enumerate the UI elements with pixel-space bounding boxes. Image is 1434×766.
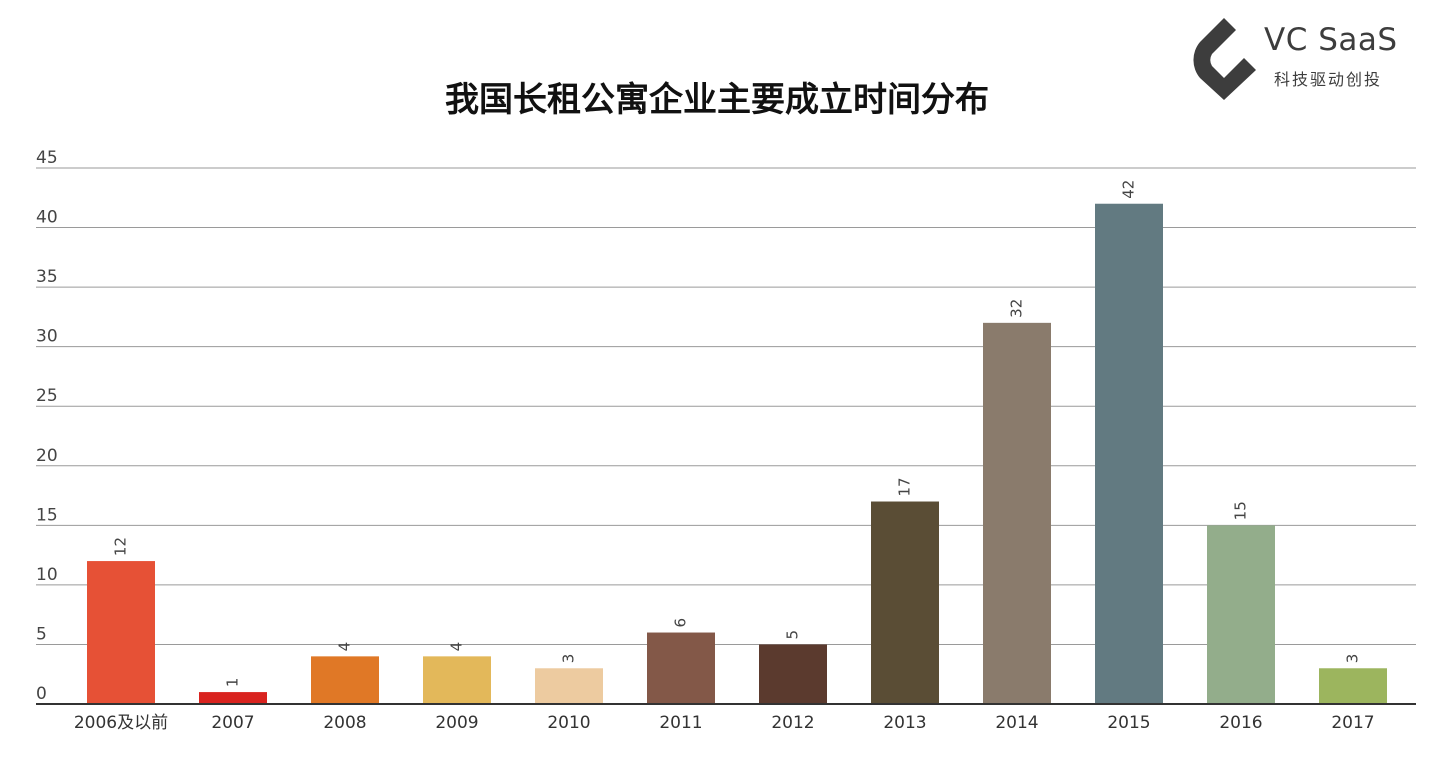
x-tick-label: 2016 xyxy=(1219,713,1262,733)
x-tick-label: 2006及以前 xyxy=(74,713,168,733)
bar xyxy=(423,656,491,704)
data-label: 4 xyxy=(448,642,466,652)
data-label: 6 xyxy=(672,618,690,628)
x-tick-label: 2012 xyxy=(771,713,814,733)
bar xyxy=(311,656,379,704)
bar xyxy=(983,322,1051,704)
bar xyxy=(647,632,715,704)
data-label: 12 xyxy=(112,537,130,556)
bar xyxy=(1319,668,1387,704)
bar xyxy=(1207,525,1275,704)
x-tick-label: 2014 xyxy=(995,713,1038,733)
y-tick-label: 40 xyxy=(36,208,58,228)
y-tick-label: 15 xyxy=(36,505,58,525)
y-tick-label: 0 xyxy=(36,684,47,704)
bar xyxy=(87,561,155,704)
vc-saas-logo-icon xyxy=(1193,18,1256,100)
data-label: 32 xyxy=(1008,299,1026,318)
chart-title: 我国长租公寓企业主要成立时间分布 xyxy=(445,80,989,120)
x-tick-label: 2017 xyxy=(1331,713,1374,733)
brand-tagline: 科技驱动创投 xyxy=(1274,70,1383,89)
bar xyxy=(535,668,603,704)
x-tick-label: 2015 xyxy=(1107,713,1150,733)
brand-logo: VC SaaS 科技驱动创投 xyxy=(1188,14,1428,106)
data-label: 3 xyxy=(560,654,578,664)
y-tick-label: 30 xyxy=(36,327,58,347)
bar xyxy=(759,644,827,704)
y-tick-label: 20 xyxy=(36,446,58,466)
bar xyxy=(871,501,939,704)
x-tick-label: 2010 xyxy=(547,713,590,733)
bar xyxy=(199,692,267,704)
data-label: 3 xyxy=(1344,654,1362,664)
x-tick-label: 2013 xyxy=(883,713,926,733)
data-label: 15 xyxy=(1232,501,1250,520)
y-tick-label: 10 xyxy=(36,565,58,585)
x-tick-label: 2009 xyxy=(435,713,478,733)
data-label: 1 xyxy=(224,678,242,688)
data-label: 17 xyxy=(896,477,914,496)
brand-name: VC SaaS xyxy=(1264,22,1398,58)
x-tick-label: 2007 xyxy=(211,713,254,733)
bar xyxy=(1095,203,1163,704)
data-label: 4 xyxy=(336,642,354,652)
x-tick-label: 2008 xyxy=(323,713,366,733)
y-tick-label: 35 xyxy=(36,267,58,287)
x-tick-label: 2011 xyxy=(659,713,702,733)
data-label: 5 xyxy=(784,630,802,640)
y-tick-label: 5 xyxy=(36,624,47,644)
data-label: 42 xyxy=(1120,180,1138,199)
y-tick-label: 45 xyxy=(36,148,58,168)
y-tick-label: 25 xyxy=(36,386,58,406)
